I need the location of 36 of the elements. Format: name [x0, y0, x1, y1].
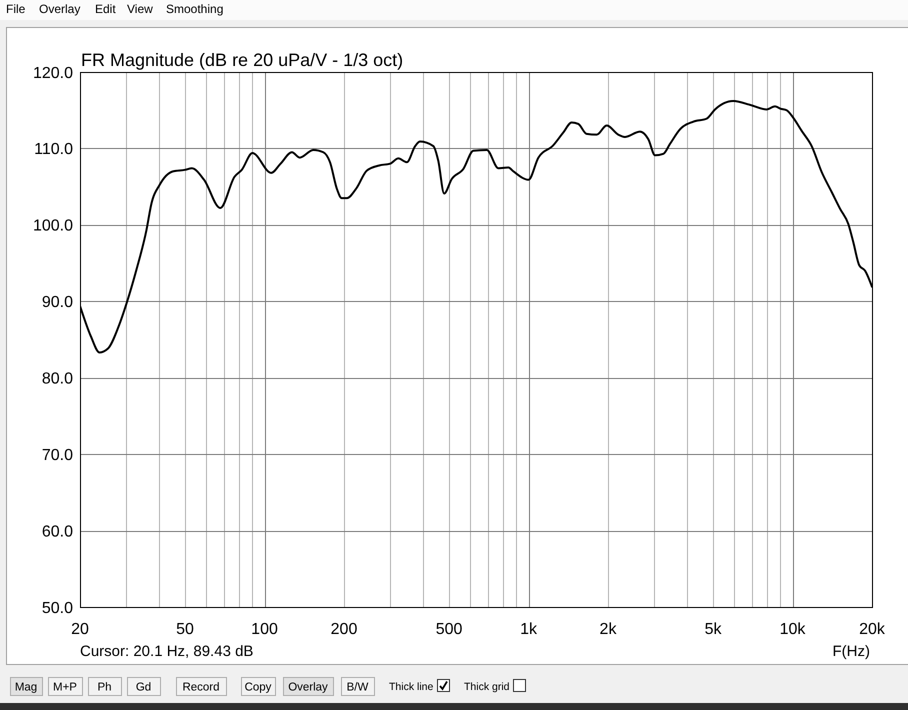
x-tick-label: 5k	[704, 620, 722, 638]
x-tick-label: 1k	[520, 620, 538, 638]
y-tick-label: 70.0	[42, 446, 74, 464]
x-tick-label: 50	[176, 620, 194, 638]
x-axis-title: F(Hz)	[832, 643, 870, 660]
x-tick-label: 10k	[780, 620, 806, 638]
text: View	[127, 2, 154, 16]
x-tick-label: 500	[436, 620, 462, 638]
y-tick-label: 80.0	[42, 370, 74, 388]
text: Smoothing	[166, 2, 224, 16]
y-tick-label: 110.0	[34, 141, 74, 158]
x-tick-label: 2k	[600, 620, 618, 638]
chart-title: FR Magnitude (dB re 20 uPa/V - 1/3 oct)	[81, 50, 404, 70]
x-tick-label: 200	[330, 620, 358, 638]
x-tick-label: 20	[71, 620, 89, 638]
text: Overlay	[288, 682, 328, 694]
x-tick-label: 20k	[859, 620, 886, 638]
x-tick-label: 100	[251, 620, 278, 638]
text: Thick line	[389, 681, 434, 693]
text: File	[6, 2, 26, 16]
text: Mag	[14, 682, 38, 694]
text: Cursor: 20.1 Hz, 89.43 dB	[80, 643, 254, 660]
y-tick-label: 90.0	[42, 294, 74, 312]
y-tick-label: 120.0	[32, 64, 74, 82]
text: Gd	[136, 682, 152, 694]
text: Ph	[97, 682, 112, 694]
text: B/W	[346, 682, 368, 694]
text: M+P	[53, 682, 78, 694]
text: Overlay	[39, 2, 80, 16]
text: Copy	[244, 682, 272, 694]
text: Edit	[95, 2, 116, 16]
text: Thick grid	[464, 681, 510, 693]
y-tick-label: 60.0	[42, 523, 74, 540]
text: Record	[182, 682, 220, 694]
y-tick-label: 100.0	[32, 218, 74, 235]
y-tick-label: 50.0	[42, 600, 74, 617]
